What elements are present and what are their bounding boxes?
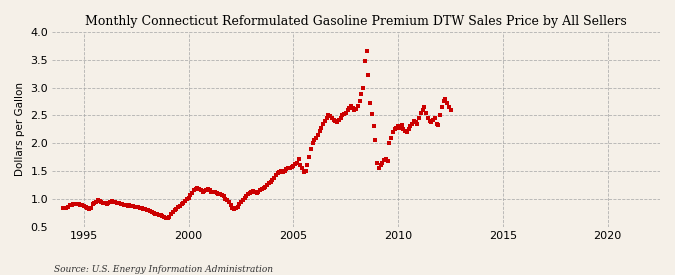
Title: Monthly Connecticut Reformulated Gasoline Premium DTW Sales Price by All Sellers: Monthly Connecticut Reformulated Gasolin… bbox=[85, 15, 627, 28]
Text: Source: U.S. Energy Information Administration: Source: U.S. Energy Information Administ… bbox=[54, 265, 273, 274]
Y-axis label: Dollars per Gallon: Dollars per Gallon bbox=[15, 82, 25, 176]
